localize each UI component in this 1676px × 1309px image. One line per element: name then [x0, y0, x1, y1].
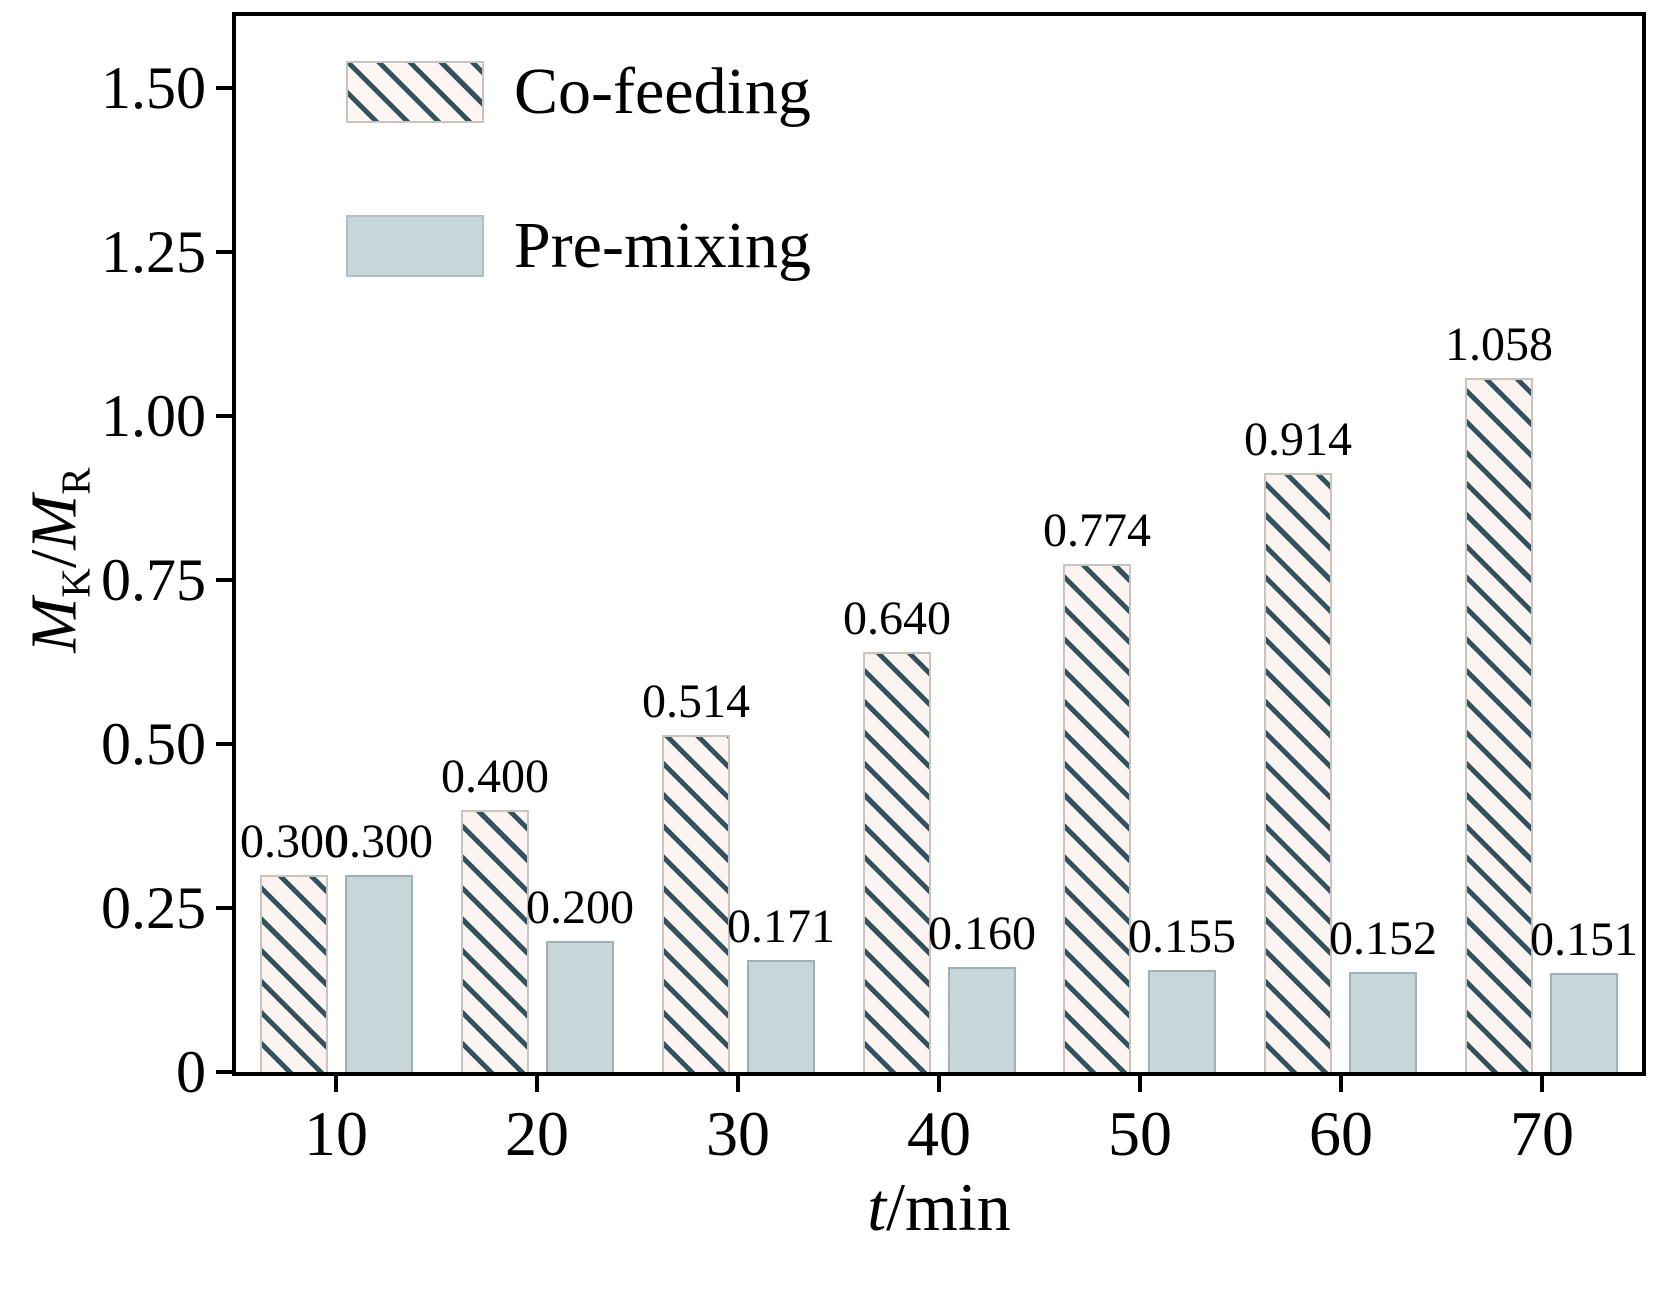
x-tick-label: 40 [907, 1098, 971, 1169]
premixing-bar: 0.155 [1128, 910, 1236, 1072]
premixing-bar: 0.200 [526, 881, 634, 1072]
plot-area: Co-feeding Pre-mixing 0.300 0.300 0.400 0.2… [232, 12, 1646, 1076]
x-tick-label: 60 [1309, 1098, 1373, 1169]
legend-label-cofeeding: Co-feeding [514, 55, 811, 128]
x-tick-label: 70 [1510, 1098, 1574, 1169]
x-axis-label: t/min [867, 1168, 1011, 1247]
cofeeding-bar: 1.058 [1445, 318, 1553, 1072]
bar-value-label: 0.914 [1244, 413, 1352, 466]
bar-value-label: 1.058 [1445, 318, 1553, 371]
y-label-sep: / [17, 549, 91, 569]
x-tick-mark [1339, 1076, 1343, 1092]
premixing-bar: 0.151 [1530, 913, 1638, 1072]
premixing-bar: 0.160 [928, 907, 1036, 1072]
y-axis-label: MK/MR [16, 467, 99, 652]
y-label-var1: M [17, 597, 91, 653]
legend-label-premixing: Pre-mixing [514, 209, 811, 282]
y-label-var2: M [17, 494, 91, 550]
x-tick-label: 50 [1108, 1098, 1172, 1169]
bar-value-label: 0.152 [1329, 912, 1437, 965]
x-tick-label: 20 [505, 1098, 569, 1169]
bar-value-label: 0.640 [843, 592, 951, 645]
y-tick-label: 0.50 [101, 711, 206, 777]
x-tick-mark [1540, 1076, 1544, 1092]
x-tick-mark [535, 1076, 539, 1092]
cofeeding-bar: 0.514 [642, 675, 750, 1072]
x-label-var: t [867, 1169, 887, 1245]
bar-value-label: 0.155 [1128, 910, 1236, 963]
cofeeding-bar: 0.914 [1244, 413, 1352, 1072]
y-tick-label: 0 [176, 1039, 206, 1105]
cofeeding-swatch [346, 61, 484, 123]
bar-value-label: 0.200 [526, 881, 634, 934]
bar-value-label: 0.151 [1530, 913, 1638, 966]
premixing-swatch [346, 215, 484, 277]
y-tick-mark [216, 742, 232, 746]
y-tick-mark [216, 414, 232, 418]
y-tick-label: 0.25 [101, 875, 206, 941]
cofeeding-bar: 0.774 [1043, 504, 1151, 1072]
x-label-unit: /min [886, 1169, 1011, 1245]
x-tick-mark [1138, 1076, 1142, 1092]
legend-item-cofeeding: Co-feeding [346, 55, 811, 128]
bar-value-label: 0.171 [727, 900, 835, 953]
y-tick-label: 0.75 [101, 547, 206, 613]
legend: Co-feeding Pre-mixing [346, 55, 811, 369]
cofeeding-bar: 0.400 [441, 750, 549, 1072]
x-tick-label: 30 [706, 1098, 770, 1169]
y-tick-label: 1.50 [101, 55, 206, 121]
premixing-bar: 0.152 [1329, 912, 1437, 1072]
x-tick-label: 10 [304, 1098, 368, 1169]
premixing-bar: 0.171 [727, 900, 835, 1072]
y-tick-mark [216, 578, 232, 582]
bar-value-label: 0.160 [928, 907, 1036, 960]
y-label-sub2: R [53, 467, 99, 495]
bar-value-label: 0.300 [240, 815, 348, 868]
y-label-sub1: K [53, 568, 99, 598]
cofeeding-bar: 0.300 [240, 815, 348, 1072]
x-tick-mark [937, 1076, 941, 1092]
legend-item-premixing: Pre-mixing [346, 209, 811, 282]
x-tick-mark [736, 1076, 740, 1092]
x-tick-mark [334, 1076, 338, 1092]
y-tick-label: 1.00 [101, 383, 206, 449]
bar-value-label: 0.300 [325, 815, 433, 868]
y-tick-mark [216, 906, 232, 910]
y-tick-mark [216, 250, 232, 254]
bar-value-label: 0.400 [441, 750, 549, 803]
y-tick-mark [216, 86, 232, 90]
bar-value-label: 0.514 [642, 675, 750, 728]
bar-value-label: 0.774 [1043, 504, 1151, 557]
premixing-bar: 0.300 [325, 815, 433, 1072]
cofeeding-bar: 0.640 [843, 592, 951, 1072]
y-tick-mark [216, 1070, 232, 1074]
y-tick-label: 1.25 [101, 219, 206, 285]
